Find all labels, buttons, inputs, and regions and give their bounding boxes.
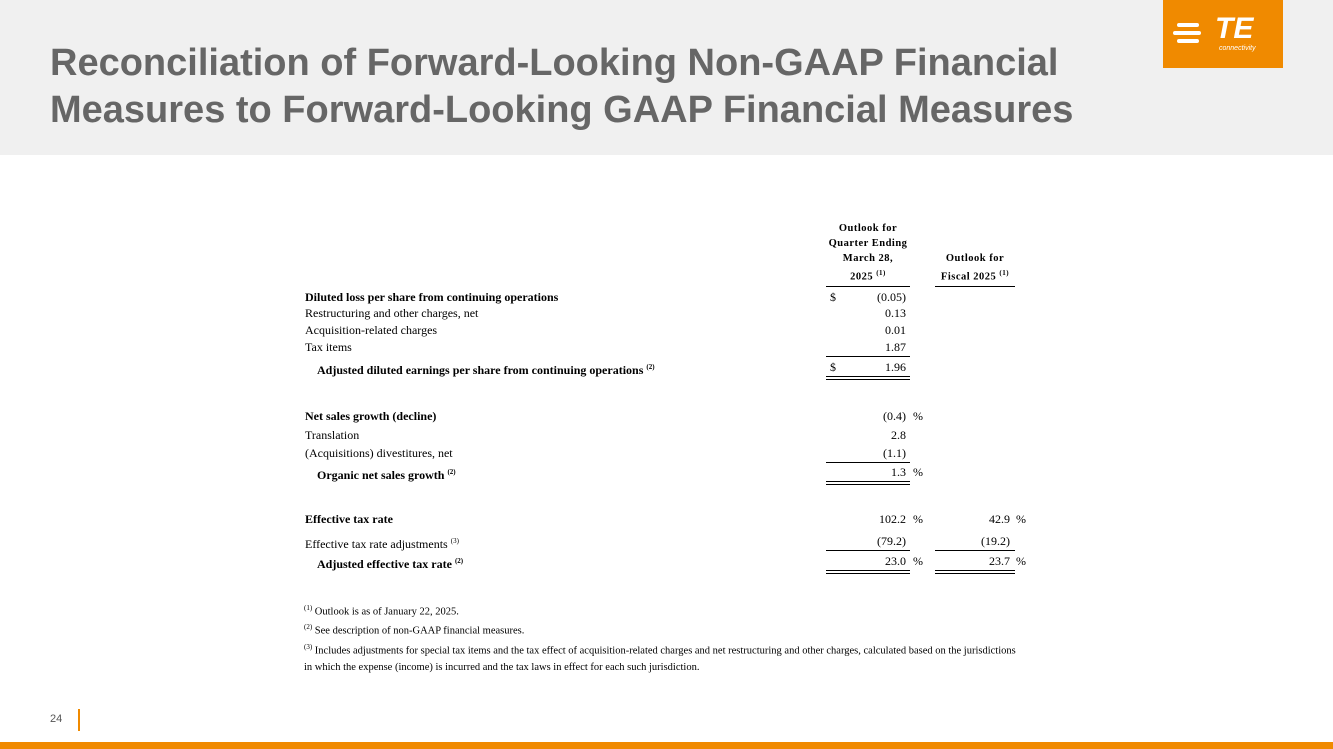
- row-label-text: Adjusted effective tax rate: [317, 557, 452, 571]
- value: (1.1): [883, 446, 906, 460]
- unit: %: [913, 409, 923, 423]
- row-label: Effective tax rate adjustments (3): [305, 534, 459, 551]
- underline: [935, 550, 1015, 551]
- underline: [826, 570, 910, 571]
- underline: [826, 376, 910, 377]
- column-header: March 28,: [826, 251, 910, 266]
- row-label: Acquisition-related charges: [305, 323, 437, 337]
- underline: [826, 573, 910, 574]
- footnote: (1) Outlook is as of January 22, 2025.: [304, 600, 1016, 621]
- row-label-text: Restructuring and other charges, net: [305, 306, 479, 320]
- note-ref: (2): [447, 468, 456, 476]
- value: 23.0: [885, 554, 906, 568]
- column-header: Outlook for: [935, 251, 1015, 266]
- note-ref: (2): [304, 623, 313, 631]
- value: 23.7: [989, 554, 1010, 568]
- logo-tagline: connectivity: [1219, 45, 1256, 52]
- footnote-text: See description of non-GAAP financial me…: [314, 625, 525, 637]
- column-header-text: 2025: [850, 271, 874, 283]
- footnote: (3) Includes adjustments for special tax…: [304, 639, 1016, 676]
- page-number: 24: [50, 713, 63, 725]
- value: (0.05): [877, 290, 906, 304]
- underline: [935, 573, 1015, 574]
- note-ref: (2): [646, 363, 655, 371]
- column-header-text: Quarter Ending: [828, 238, 908, 249]
- value: (19.2): [981, 534, 1010, 548]
- underline: [826, 356, 910, 357]
- row-label: Tax items: [305, 340, 352, 354]
- underline: [935, 286, 1015, 287]
- unit: %: [913, 512, 923, 526]
- value: 102.2: [879, 512, 906, 526]
- logo-bars: [1173, 23, 1201, 43]
- row-label-text: Effective tax rate: [305, 512, 393, 526]
- column-header-text: Fiscal 2025: [940, 271, 997, 283]
- row-label: Organic net sales growth (2): [317, 465, 456, 482]
- row-label: Restructuring and other charges, net: [305, 306, 478, 320]
- row-label-text: Translation: [305, 428, 360, 442]
- column-header-text: Outlook for: [838, 223, 898, 234]
- header-band: [0, 0, 1333, 155]
- row-label: (Acquisitions) divestitures, net: [305, 446, 453, 460]
- footnote-text: Outlook is as of January 22, 2025.: [314, 606, 459, 618]
- footnote-text: Includes adjustments for special tax ite…: [304, 645, 1016, 673]
- footnote: (2) See description of non-GAAP financia…: [304, 619, 1016, 640]
- unit: %: [913, 465, 923, 479]
- unit: %: [1016, 512, 1026, 526]
- note-ref: (3): [304, 643, 313, 651]
- underline: [826, 550, 910, 551]
- underline: [935, 570, 1015, 571]
- value: (0.4): [883, 409, 906, 423]
- column-header-text: March 28,: [842, 253, 894, 264]
- underline: [826, 286, 910, 287]
- unit: %: [1016, 554, 1026, 568]
- underline: [826, 379, 910, 380]
- title-line: Measures to Forward-Looking GAAP Financi…: [50, 89, 1074, 131]
- row-label-text: Acquisition-related charges: [305, 323, 438, 337]
- currency: $: [830, 290, 836, 304]
- row-label-text: Diluted loss per share from continuing o…: [305, 290, 559, 304]
- row-label-text: Net sales growth (decline): [305, 409, 437, 423]
- column-header: Fiscal 2025 (1): [935, 266, 1015, 285]
- row-label: Diluted loss per share from continuing o…: [305, 290, 558, 304]
- note-ref: (1): [304, 604, 313, 612]
- row-label-text: Tax items: [305, 340, 352, 354]
- value: 42.9: [989, 512, 1010, 526]
- underline: [826, 484, 910, 485]
- note-ref: (1): [999, 269, 1010, 277]
- value: 2.8: [891, 428, 906, 442]
- row-label: Adjusted effective tax rate (2): [317, 554, 463, 571]
- column-header: Quarter Ending: [826, 236, 910, 251]
- row-label: Effective tax rate: [305, 512, 393, 526]
- value: 1.96: [885, 360, 906, 374]
- note-ref: (3): [450, 537, 459, 545]
- column-header: 2025 (1): [826, 266, 910, 285]
- unit: %: [913, 554, 923, 568]
- logo: TE connectivity: [1163, 0, 1283, 68]
- row-label: Translation: [305, 428, 359, 442]
- row-label-text: Effective tax rate adjustments: [305, 537, 448, 551]
- column-header: Outlook for: [826, 221, 910, 236]
- row-label-text: Adjusted diluted earnings per share from…: [317, 363, 644, 377]
- row-label-text: Organic net sales growth: [317, 468, 445, 482]
- column-header-text: Outlook for: [945, 253, 1005, 264]
- row-label: Adjusted diluted earnings per share from…: [317, 360, 655, 377]
- value: 1.87: [885, 340, 906, 354]
- value: 1.3: [891, 465, 906, 479]
- value: 0.13: [885, 306, 906, 320]
- value: (79.2): [877, 534, 906, 548]
- row-label-text: (Acquisitions) divestitures, net: [305, 446, 453, 460]
- underline: [826, 462, 910, 463]
- currency: $: [830, 360, 836, 374]
- note-ref: (1): [876, 269, 886, 277]
- divider: [78, 709, 80, 731]
- note-ref: (2): [454, 557, 464, 565]
- row-label: Net sales growth (decline): [305, 409, 436, 423]
- title-line: Reconciliation of Forward-Looking Non-GA…: [50, 42, 1059, 84]
- logo-mark: TE: [1215, 12, 1254, 45]
- value: 0.01: [885, 323, 906, 337]
- footer-bar: [0, 742, 1333, 749]
- underline: [826, 481, 910, 482]
